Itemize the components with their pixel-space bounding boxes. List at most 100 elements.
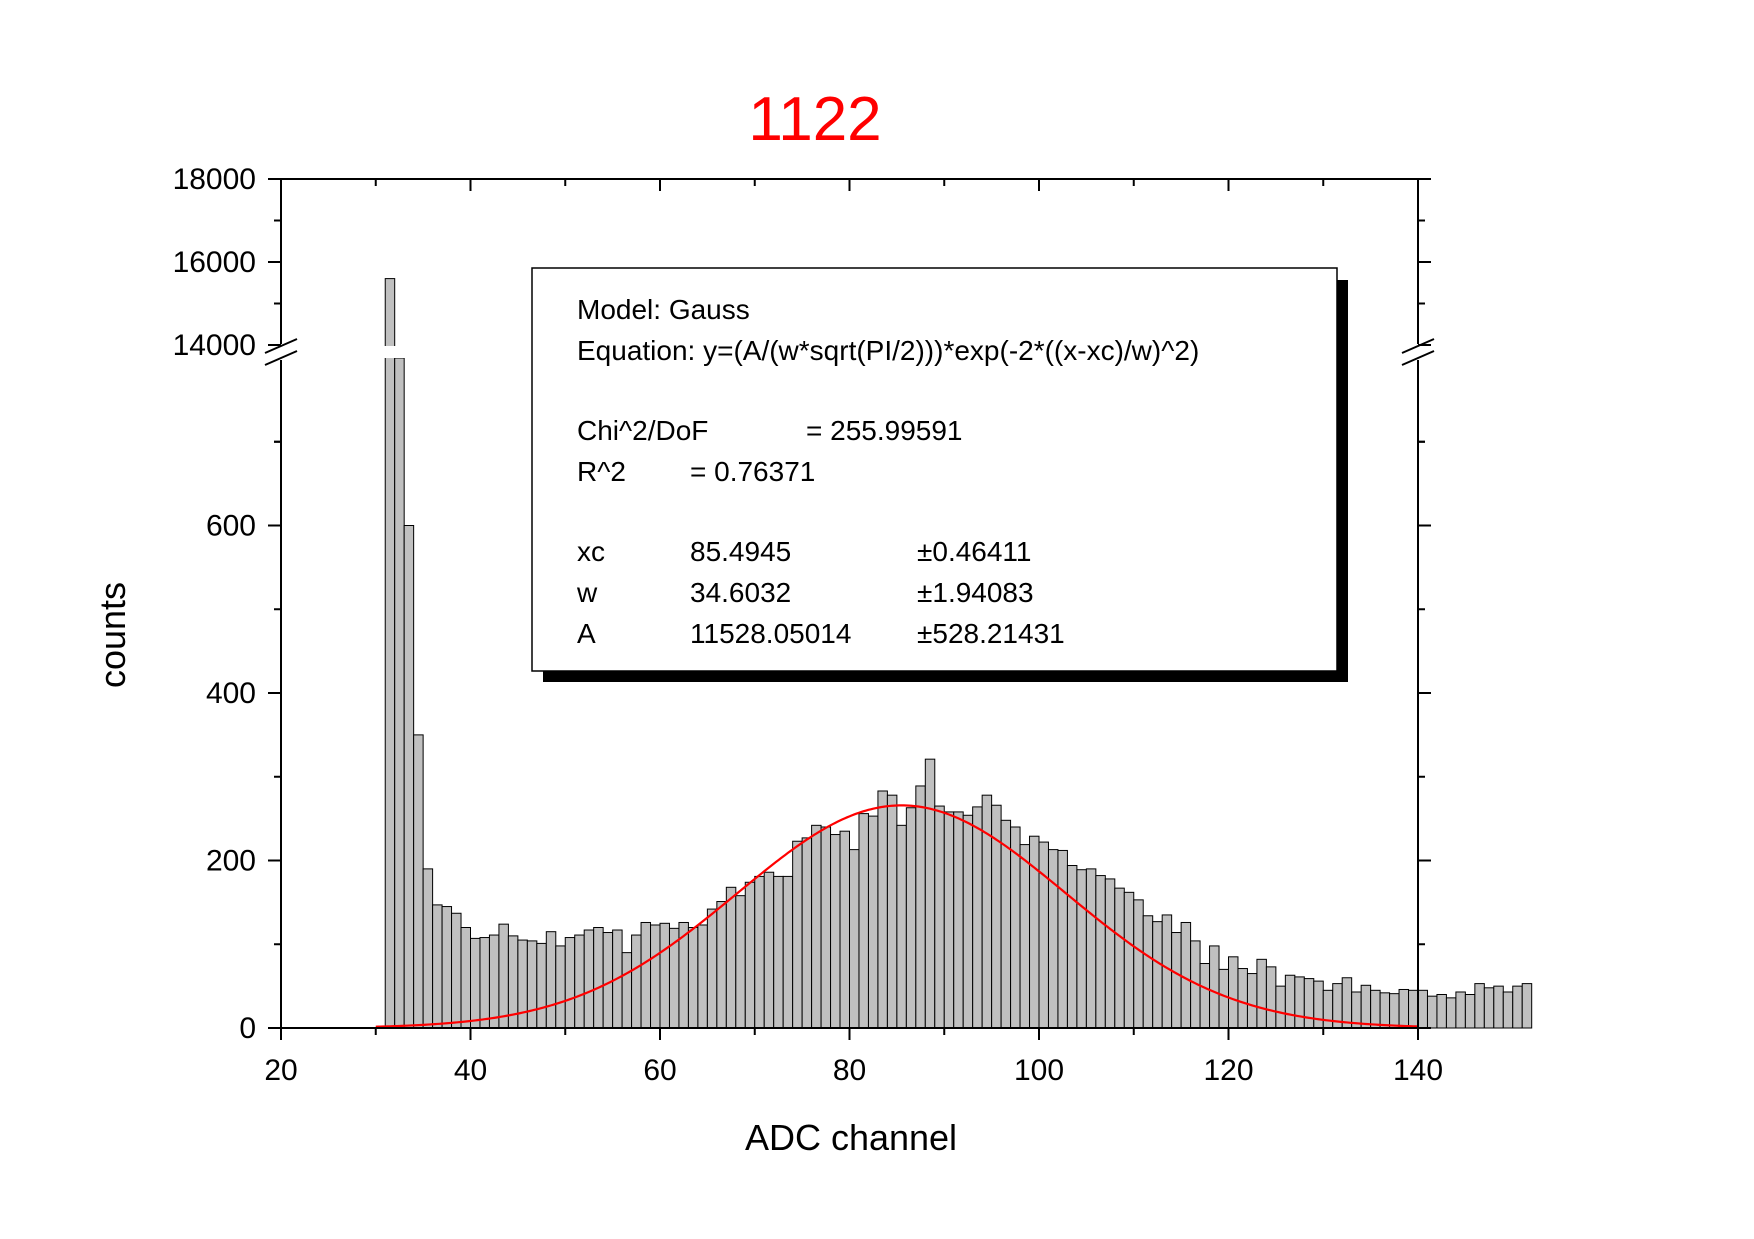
histogram-bar xyxy=(650,924,661,1029)
histogram-bar xyxy=(1246,973,1258,1029)
histogram-bar xyxy=(1474,983,1485,1029)
histogram-bar xyxy=(716,901,727,1029)
break-mark xyxy=(264,350,298,366)
tick-label: 40 xyxy=(454,1054,487,1087)
histogram-bar xyxy=(1256,958,1267,1029)
histogram-bar xyxy=(640,921,652,1029)
histogram-bar xyxy=(1455,991,1466,1029)
histogram-bar xyxy=(394,357,405,1029)
gauss-fit-curve xyxy=(375,804,1419,1028)
histogram-bar xyxy=(972,806,983,1029)
break-mark xyxy=(1401,350,1435,366)
histogram-bar xyxy=(488,934,500,1029)
axis-break-gap xyxy=(279,346,419,358)
histogram-bar xyxy=(943,811,955,1029)
param-xc-value: 85.4945 xyxy=(690,536,791,567)
histogram-bar xyxy=(1066,865,1078,1029)
histogram-bar xyxy=(1114,887,1125,1029)
histogram-bar xyxy=(1265,966,1277,1029)
histogram-bar xyxy=(1199,963,1211,1029)
tick-label: 80 xyxy=(833,1054,866,1087)
param-w-value: 34.6032 xyxy=(690,577,791,608)
histogram-bar xyxy=(1341,977,1353,1029)
histogram-bar xyxy=(896,824,907,1029)
histogram-bar xyxy=(470,937,481,1029)
histogram-bar xyxy=(886,794,898,1029)
histogram-bar xyxy=(1512,985,1523,1029)
x-axis-title: ADC channel xyxy=(745,1117,957,1158)
histogram-bar xyxy=(867,815,879,1029)
r2-label: R^2 xyxy=(577,456,626,487)
histogram-bar xyxy=(763,871,775,1029)
tick-label: 60 xyxy=(643,1054,676,1087)
histogram-bar xyxy=(1360,984,1372,1029)
histogram-bar xyxy=(1521,983,1533,1029)
histogram-bar xyxy=(839,830,851,1029)
fit-equation: Equation: y=(A/(w*sqrt(PI/2)))*exp(-2*((… xyxy=(577,335,1199,366)
histogram-bar xyxy=(773,875,784,1029)
histogram-bar xyxy=(1000,819,1012,1029)
histogram-bar xyxy=(631,934,642,1029)
histogram-bar xyxy=(962,814,974,1029)
histogram-bar xyxy=(830,834,841,1029)
histogram-bar xyxy=(953,811,964,1029)
histogram-bar xyxy=(877,790,888,1029)
histogram-bar xyxy=(1275,985,1286,1029)
histogram-bar xyxy=(1502,991,1514,1029)
fit-results-box: Model: Gauss Equation: y=(A/(w*sqrt(PI/2… xyxy=(531,267,1348,682)
histogram-bar xyxy=(1161,914,1173,1029)
axis-ticks: 20 40 60 80 100 120 140 0 200 400 600 14000 16000 180… xyxy=(173,163,1443,1087)
histogram-bar xyxy=(849,849,860,1029)
tick-label: 200 xyxy=(206,845,256,878)
histogram-bar xyxy=(451,912,462,1029)
histogram-bar xyxy=(1445,997,1457,1029)
histogram-bar xyxy=(905,807,917,1029)
histogram-bar xyxy=(1180,921,1192,1029)
histogram-bar xyxy=(1076,869,1087,1029)
tick-label: 400 xyxy=(206,677,256,710)
histogram-bar xyxy=(1483,987,1495,1029)
histogram-bar xyxy=(432,904,443,1029)
histogram-bar xyxy=(1095,875,1106,1029)
y-axis-title: counts xyxy=(92,582,133,688)
histogram-bar xyxy=(1464,994,1476,1029)
histogram-bar xyxy=(1209,945,1220,1029)
histogram-bar xyxy=(1047,849,1059,1029)
histogram-bar xyxy=(1417,989,1428,1029)
histogram-bar xyxy=(1426,995,1438,1029)
histogram-bar xyxy=(545,931,557,1029)
tick-label: 140 xyxy=(1393,1054,1443,1087)
param-a-name: A xyxy=(577,618,596,649)
histogram-bar xyxy=(754,875,765,1029)
histogram-bar xyxy=(1408,989,1419,1029)
break-mark xyxy=(1401,338,1435,354)
histogram-bar xyxy=(1237,968,1248,1029)
histogram-bar xyxy=(413,734,424,1029)
chi2-value: = 255.99591 xyxy=(806,415,963,446)
histogram-bar xyxy=(801,837,813,1029)
tick-label: 20 xyxy=(264,1054,297,1087)
histogram-bar xyxy=(583,929,595,1029)
histogram-bar xyxy=(441,906,453,1029)
histogram-bar xyxy=(697,924,708,1029)
histogram-bar xyxy=(526,940,538,1029)
histogram-bar xyxy=(1152,921,1163,1029)
histogram-bar xyxy=(1294,976,1305,1029)
histogram-bar xyxy=(1123,891,1135,1029)
histogram-bar xyxy=(1398,988,1410,1029)
histogram-bar xyxy=(621,952,633,1029)
param-xc-error: ±0.46411 xyxy=(917,536,1032,567)
histogram-bar xyxy=(422,868,434,1029)
histogram-bar xyxy=(1436,994,1447,1029)
axis-break-marks xyxy=(264,338,1435,366)
histogram-bar xyxy=(811,824,822,1029)
histogram-bar xyxy=(687,927,699,1029)
tick-label: 600 xyxy=(206,510,256,543)
param-w-error: ±1.94083 xyxy=(917,577,1034,608)
break-mark xyxy=(264,338,298,354)
histogram-bar xyxy=(725,886,737,1029)
histogram-bar xyxy=(384,278,396,1029)
histogram-bar xyxy=(1010,826,1021,1029)
histogram-bar xyxy=(1322,989,1334,1029)
